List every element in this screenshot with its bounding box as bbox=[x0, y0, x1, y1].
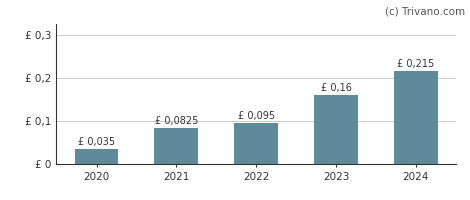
Text: (c) Trivano.com: (c) Trivano.com bbox=[385, 6, 465, 16]
Text: £ 0,035: £ 0,035 bbox=[78, 137, 115, 147]
Text: £ 0,215: £ 0,215 bbox=[397, 59, 434, 69]
Bar bbox=[75, 149, 118, 164]
Text: £ 0,095: £ 0,095 bbox=[238, 111, 274, 121]
Text: £ 0,16: £ 0,16 bbox=[321, 83, 352, 93]
Bar bbox=[314, 95, 358, 164]
Bar bbox=[234, 123, 278, 164]
Text: £ 0,0825: £ 0,0825 bbox=[155, 116, 198, 126]
Bar bbox=[154, 128, 198, 164]
Bar bbox=[394, 71, 438, 164]
